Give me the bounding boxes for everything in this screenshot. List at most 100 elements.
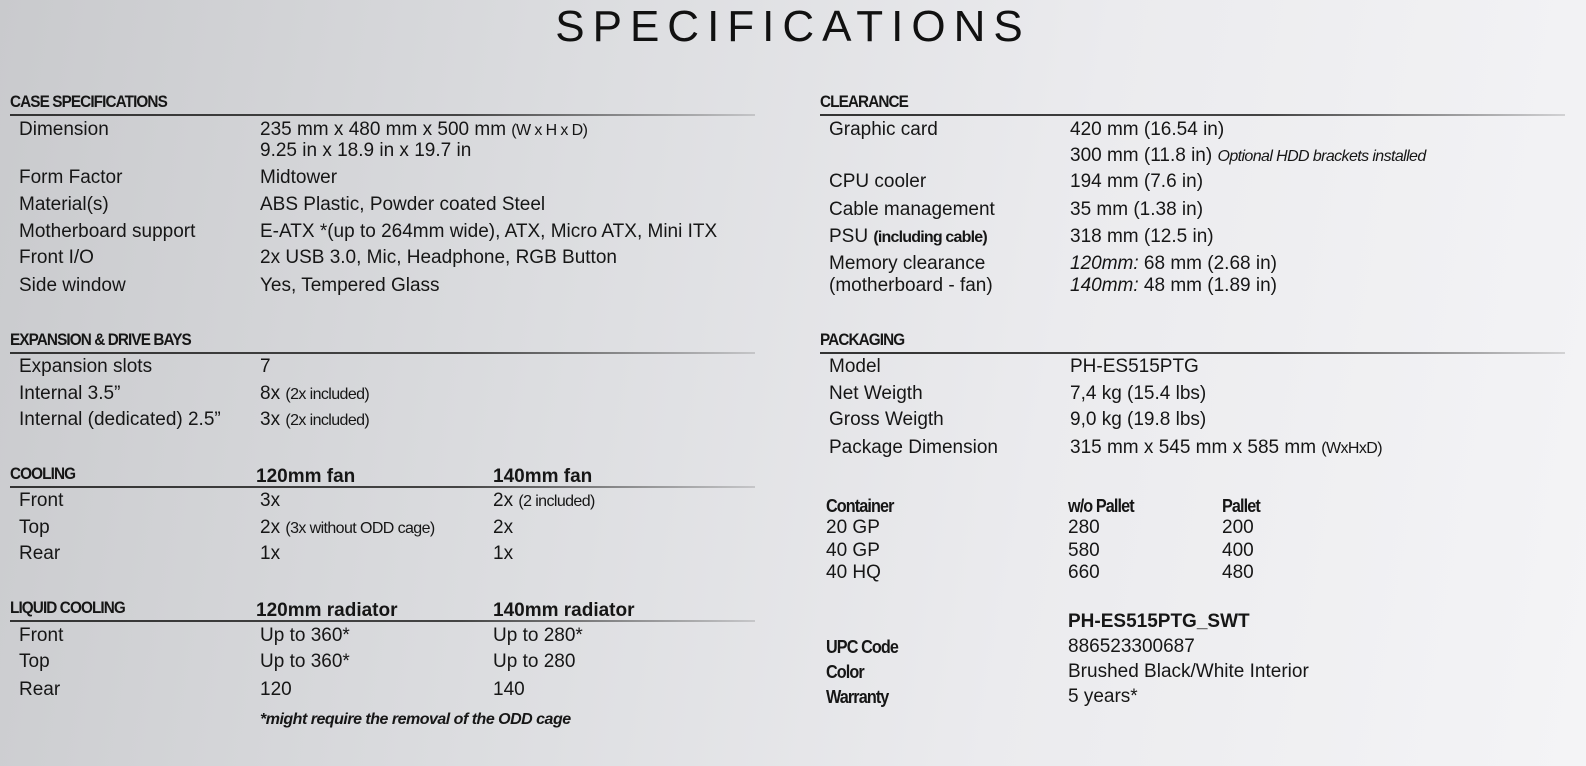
spec-value-2: 1x [493,543,513,565]
spec-value: 35 mm (1.38 in) [1070,199,1203,221]
spec-value: ABS Plastic, Powder coated Steel [260,194,545,216]
spec-label-text: Front I/O [19,247,94,268]
footnote: *might require the removal of the ODD ca… [260,709,571,731]
sku-name-text: PH-ES515PTG_SWT [1068,611,1250,632]
sku-label: Warranty [826,686,889,708]
spec-value: 9,0 kg (19.8 lbs) [1070,409,1206,431]
spec-value-text: Up to 280 [493,651,576,672]
spec-label: Side window [19,275,126,297]
spec-value-text: 140 [493,679,525,700]
spec-label: Top [19,651,50,673]
page-title: SPECIFICATIONS [555,2,1031,51]
container-cell: 580 [1068,540,1100,562]
spec-label: Form Factor [19,167,122,189]
section-heading-text: COOLING [10,464,76,483]
spec-label-text: Rear [19,543,61,564]
spec-label: Front [19,490,63,512]
spec-label: CPU cooler [829,171,926,193]
spec-value-text: 7 [260,356,271,377]
spec-label: Graphic card [829,119,938,141]
spec-label-note: (including cable) [873,229,987,246]
spec-value: 120 [260,679,292,701]
spec-value-text: 48 mm (1.89 in) [1143,275,1277,296]
spec-label: Top [19,517,50,539]
spec-value-prefix: 140mm: [1070,275,1144,296]
container-cell-text: 200 [1222,517,1254,538]
spec-value: 315 mm x 545 mm x 585 mm (WxHxD) [1070,437,1383,460]
spec-value-text: 194 mm (7.6 in) [1070,171,1204,192]
spec-value-text: 318 mm (12.5 in) [1070,226,1214,247]
sku-label: UPC Code [826,636,899,658]
sku-name: PH-ES515PTG_SWT [1068,611,1250,633]
sku-value-text: Brushed Black/White Interior [1068,661,1309,682]
spec-value-text: Midtower [260,167,338,188]
spec-value: Up to 360* [260,651,350,673]
spec-label: Memory clearance [829,253,985,275]
spec-value-text: 7,4 kg (15.4 lbs) [1070,383,1207,404]
container-cell: 480 [1222,562,1254,584]
section-heading: COOLING [10,463,76,485]
sku-label-text: Warranty [826,687,889,707]
spec-value-text: 8x [260,383,286,404]
spec-value-text: Up to 360* [260,625,350,646]
spec-label: Cable management [829,199,995,221]
spec-value: 1x [260,543,280,565]
section-heading: CLEARANCE [820,91,909,113]
container-cell-text: 400 [1222,539,1254,561]
spec-value-note: Optional HDD brackets installed [1217,148,1426,165]
spec-label-text: CPU cooler [829,171,927,192]
spec-value-text: 1x [493,543,514,564]
spec-label: Rear [19,543,60,565]
spec-label: Model [829,356,881,378]
spec-value-text: E-ATX *(up to 264mm wide), ATX, Micro AT… [260,221,718,242]
spec-value: 420 mm (16.54 in) [1070,119,1224,141]
section-divider [10,486,755,488]
spec-value-text: PH-ES515PTG [1070,356,1199,377]
container-cell-text: 280 [1068,517,1100,538]
spec-value: 3x [260,490,280,512]
spec-label-text: Expansion slots [19,356,153,377]
spec-label: Dimension [19,119,109,141]
column-header-text: 120mm fan [256,466,356,487]
container-cell-text: 40 HQ [826,562,881,583]
spec-label: PSU (including cable) [829,226,988,249]
section-heading: CASE SPECIFICATIONS [10,91,168,113]
spec-label: Package Dimension [829,437,998,459]
spec-value-text: 2x [260,517,286,538]
spec-label-text: Front [19,490,64,511]
column-header-text: 140mm radiator [493,600,635,621]
column-header-text: 140mm fan [493,466,593,487]
container-header-text: Container [826,496,894,516]
spec-value-2: 2x (2 included) [493,490,595,513]
column-header: 140mm fan [493,466,592,488]
section-heading: EXPANSION & DRIVE BAYS [10,329,192,351]
spec-label-text: Model [829,356,881,377]
spec-value-note: (2 included) [518,493,595,510]
spec-value-text: 420 mm (16.54 in) [1070,119,1225,140]
section-heading: PACKAGING [820,329,905,351]
spec-value: 7 [260,356,271,378]
spec-label-text: Front [19,625,64,646]
spec-label-text: Top [19,517,50,538]
spec-label-text: Memory clearance [829,253,986,274]
spec-value-note: (WxHxD) [1321,440,1382,457]
spec-value-text: ABS Plastic, Powder coated Steel [260,194,546,215]
spec-value-text: 120 [260,679,292,700]
section-heading-text: PACKAGING [820,330,905,349]
spec-value-text: 2x USB 3.0, Mic, Headphone, RGB Button [260,247,617,268]
spec-value: 7,4 kg (15.4 lbs) [1070,383,1206,405]
spec-value-text: 235 mm x 480 mm x 500 mm [260,119,512,140]
spec-value: 2x USB 3.0, Mic, Headphone, RGB Button [260,247,617,269]
container-cell-text: 660 [1068,562,1100,583]
spec-label: Motherboard support [19,221,195,243]
container-header-text: w/o Pallet [1068,496,1135,516]
container-header-text: Pallet [1222,496,1261,516]
container-cell-text: 20 GP [826,517,880,538]
spec-value-text: 9,0 kg (19.8 lbs) [1070,409,1207,430]
spec-value-note: (2x included) [285,412,370,429]
spec-value-text: 300 mm (11.8 in) [1070,145,1218,166]
spec-value: Up to 360* [260,625,350,647]
spec-label: Gross Weigth [829,409,944,431]
sku-value: 886523300687 [1068,636,1195,658]
spec-label-text: Dimension [19,119,109,140]
